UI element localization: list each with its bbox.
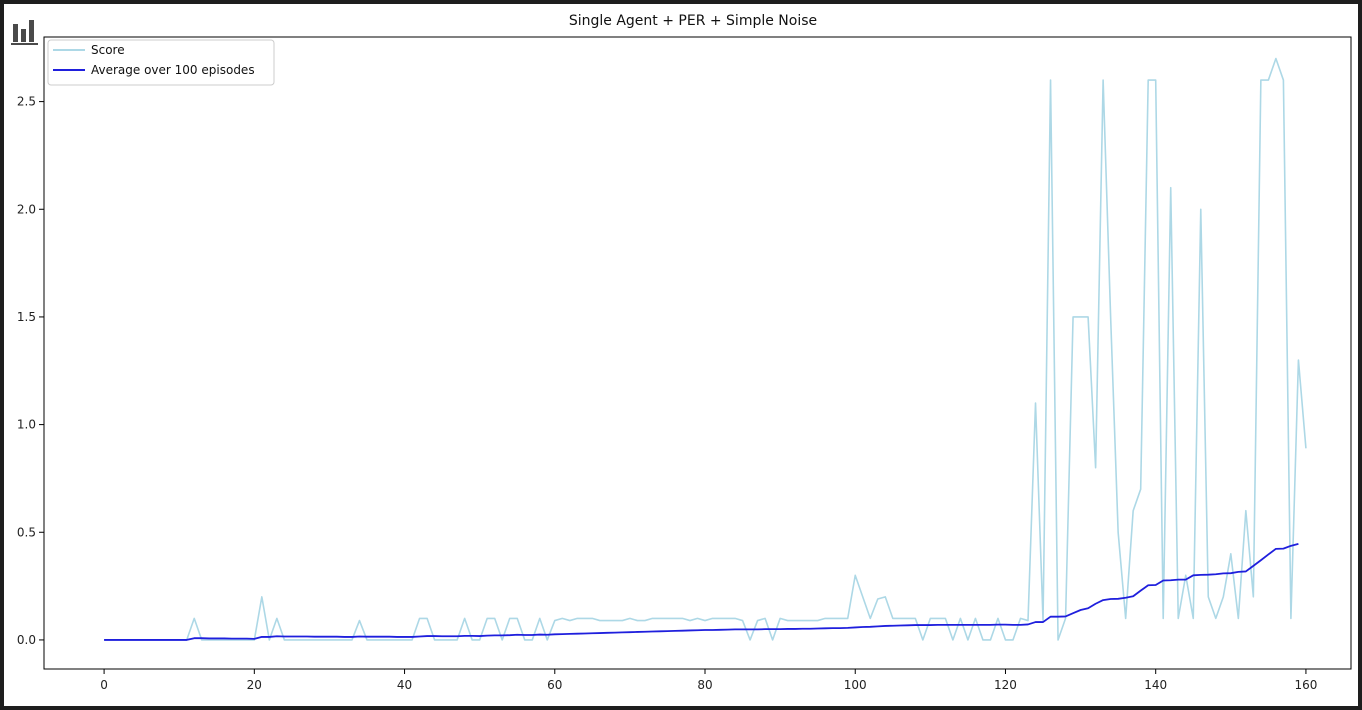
y-tick-label: 1.5 xyxy=(17,310,36,324)
x-tick-label: 160 xyxy=(1294,678,1317,692)
average-line xyxy=(104,543,1299,641)
score-line xyxy=(104,57,1307,641)
x-tick-label: 0 xyxy=(100,678,108,692)
axes-frame xyxy=(43,36,1352,670)
y-tick-label: 2.0 xyxy=(17,202,36,216)
chart-title: Single Agent + PER + Simple Noise xyxy=(569,13,817,29)
x-tick-label: 20 xyxy=(247,678,262,692)
output-figure: Single Agent + PER + Simple Noise 0 20 40 6… xyxy=(4,4,1358,706)
x-tick-label: 100 xyxy=(844,678,867,692)
legend-box xyxy=(47,39,275,86)
plot-area xyxy=(104,57,1307,641)
y-tick-label: 1.0 xyxy=(17,418,36,432)
y-tick-label: 0.5 xyxy=(17,525,36,539)
x-tick-label: 60 xyxy=(547,678,562,692)
legend: Score Average over 100 episodes xyxy=(47,39,275,86)
legend-label-average: Average over 100 episodes xyxy=(91,63,255,77)
x-tick-label: 140 xyxy=(1144,678,1167,692)
bar-chart-icon xyxy=(11,20,38,45)
axis-ticks: 0 20 40 60 80 100 120 140 160 0.0 0.5 1.0 1.5 2.0 2.5 xyxy=(17,95,1317,692)
x-tick-label: 40 xyxy=(397,678,412,692)
legend-label-score: Score xyxy=(91,43,125,57)
x-tick-label: 120 xyxy=(994,678,1017,692)
line-chart: Single Agent + PER + Simple Noise 0 20 40 6… xyxy=(17,13,1352,692)
y-tick-label: 0.0 xyxy=(17,633,36,647)
y-tick-label: 2.5 xyxy=(17,95,36,109)
x-tick-label: 80 xyxy=(697,678,712,692)
